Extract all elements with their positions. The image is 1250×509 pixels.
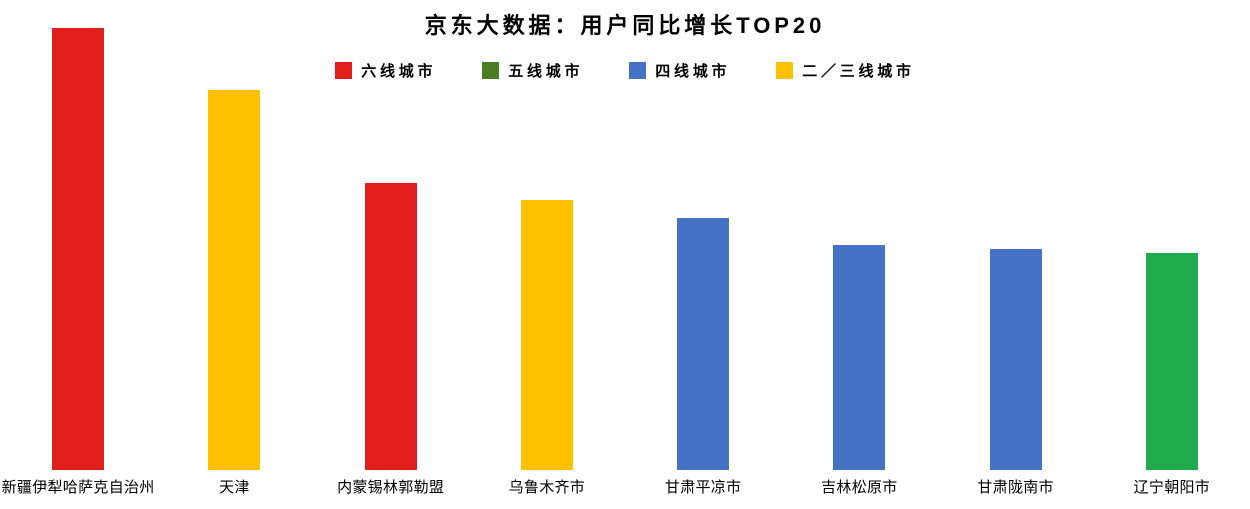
bar [520,200,573,470]
bar [677,218,730,470]
bar-chart: 新疆伊犁哈萨克自治州 天津 内蒙锡林郭勒盟 乌鲁木齐市 甘肃平凉市 吉林松原市 甘肃陇南市 辽… [0,28,1250,509]
legend-label: 六线城市 [361,63,437,80]
legend-swatch-icon [335,62,353,79]
bar-column: 甘肃平凉市 [625,28,781,509]
legend: 六线城市 五线城市 四线城市 二／三线城市 [0,60,1250,81]
bar-area [938,28,1094,470]
bar-column: 吉林松原市 [781,28,937,509]
legend-label: 二／三线城市 [802,63,915,80]
bar [364,182,417,470]
legend-swatch-icon [776,62,794,79]
bar [208,89,261,470]
bar-area [781,28,937,470]
bar [833,244,886,470]
bar-column: 辽宁朝阳市 [1094,28,1250,509]
bar [1145,253,1198,470]
bar-area [156,28,312,470]
bar-label: 乌鲁木齐市 [508,479,586,496]
legend-label: 五线城市 [508,63,584,80]
bar-label: 辽宁朝阳市 [1133,479,1211,496]
bar-label: 新疆伊犁哈萨克自治州 [1,479,155,496]
bar [989,249,1042,470]
bar-column: 天津 [156,28,312,509]
bar-label: 甘肃平凉市 [664,479,742,496]
bar-area [469,28,625,470]
bar-column: 内蒙锡林郭勒盟 [313,28,469,509]
bar-column: 甘肃陇南市 [938,28,1094,509]
legend-item-0: 六线城市 [335,60,436,81]
bar-label: 内蒙锡林郭勒盟 [337,479,445,496]
bar-area [625,28,781,470]
bar [52,28,105,470]
legend-item-2: 四线城市 [629,60,730,81]
chart-title: 京东大数据：用户同比增长TOP20 [424,13,826,38]
legend-swatch-icon [482,62,500,79]
bar-label: 天津 [219,479,250,496]
bar-column: 乌鲁木齐市 [469,28,625,509]
legend-label: 四线城市 [655,63,731,80]
bar-label: 甘肃陇南市 [977,479,1054,496]
bar-area [313,28,469,470]
bar-area [1094,28,1250,470]
bar-label: 吉林松原市 [821,479,898,496]
legend-swatch-icon [629,62,647,79]
legend-item-3: 二／三线城市 [776,60,915,81]
bar-area [0,28,156,470]
legend-item-1: 五线城市 [482,60,583,81]
bar-column: 新疆伊犁哈萨克自治州 [0,28,156,509]
